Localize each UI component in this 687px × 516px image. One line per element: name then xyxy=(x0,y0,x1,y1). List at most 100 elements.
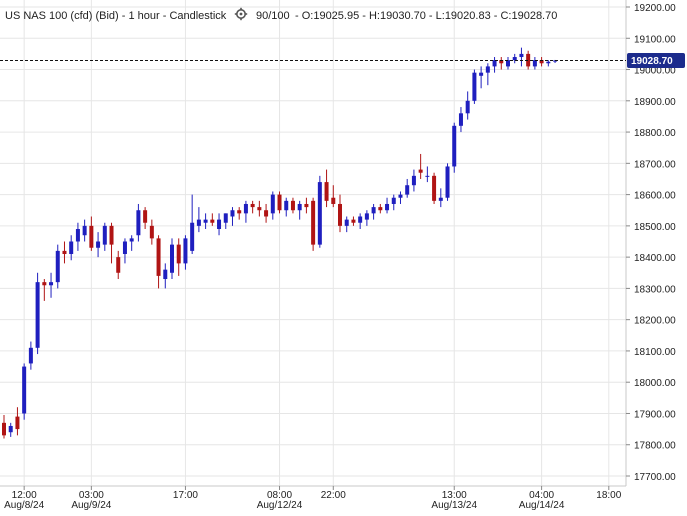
candle-body xyxy=(15,416,20,430)
candle-body xyxy=(331,197,336,204)
y-tick-label: 17800.00 xyxy=(634,441,676,452)
candle-body xyxy=(203,219,208,223)
candle-body xyxy=(62,250,67,255)
x-tick-date: Aug/9/24 xyxy=(71,500,111,511)
candle-body xyxy=(223,213,228,223)
candle-body xyxy=(458,113,463,126)
candle-body xyxy=(438,197,443,201)
candle-body xyxy=(116,257,121,273)
x-tick-date: Aug/12/24 xyxy=(257,500,303,511)
candle-body xyxy=(532,60,537,67)
y-tick-label: 18300.00 xyxy=(634,284,676,295)
x-tick-time: 12:00 xyxy=(12,490,37,501)
candle-body xyxy=(196,219,201,226)
x-tick-date: Aug/14/24 xyxy=(519,500,565,511)
candle-body xyxy=(190,222,195,251)
candle-body xyxy=(237,210,242,214)
candle-body xyxy=(75,228,80,242)
candle-body xyxy=(183,238,188,264)
candle-body xyxy=(311,200,316,245)
candle-body xyxy=(445,166,450,198)
y-axis: 17700.00 17800.00 17900.00 18000.00 18100.00… xyxy=(626,3,676,483)
candle-body xyxy=(35,282,40,348)
candle-body xyxy=(317,182,322,245)
candle-body xyxy=(102,225,107,245)
candle-body xyxy=(546,61,551,64)
candle-body xyxy=(351,219,356,223)
candle-body xyxy=(324,182,329,201)
candle-body xyxy=(129,238,134,242)
candle-body xyxy=(338,203,342,226)
candles xyxy=(2,47,558,439)
candle-body xyxy=(257,207,262,211)
candle-body xyxy=(499,60,504,64)
candle-body xyxy=(82,225,87,236)
candle-body xyxy=(364,213,369,220)
last-price-tag: 19028.70 xyxy=(627,53,685,69)
candle-body xyxy=(290,200,295,211)
candle-body xyxy=(405,185,410,195)
ohlc-readout: - O:19025.95 - H:19030.70 - L:19020.83 -… xyxy=(295,10,557,22)
y-tick-label: 18400.00 xyxy=(634,253,676,264)
y-tick-label: 18500.00 xyxy=(634,222,676,233)
y-tick-label: 19200.00 xyxy=(634,3,676,14)
candle-body xyxy=(176,244,181,264)
last-price-label: 19028.70 xyxy=(631,56,673,67)
candle-body xyxy=(89,225,94,248)
x-tick-time: 22:00 xyxy=(321,490,346,501)
candle-body xyxy=(96,241,101,248)
candle-body xyxy=(230,210,235,217)
candle-body xyxy=(156,238,161,276)
candle-body xyxy=(69,241,74,255)
x-tick-time: 08:00 xyxy=(267,490,292,501)
y-tick-label: 18800.00 xyxy=(634,128,676,139)
candle-body xyxy=(465,100,470,114)
candle-body xyxy=(284,200,289,211)
gear-icon[interactable] xyxy=(234,7,248,21)
candle-body xyxy=(42,282,47,286)
y-tick-label: 19100.00 xyxy=(634,34,676,45)
candle-body xyxy=(49,282,54,286)
candle-body xyxy=(217,219,222,229)
candle-body xyxy=(264,210,269,217)
instrument-title: US NAS 100 (cfd) (Bid) - 1 hour - Candle… xyxy=(5,10,227,22)
candle-body xyxy=(250,203,255,208)
candle-body xyxy=(55,250,60,283)
candle-body xyxy=(28,347,33,364)
y-tick-label: 18100.00 xyxy=(634,347,676,358)
candle-body xyxy=(539,60,544,64)
candle-body xyxy=(122,241,127,255)
x-tick-time: 18:00 xyxy=(596,490,621,501)
candle-body xyxy=(371,207,376,214)
data-count: 90/100 xyxy=(256,10,290,22)
candle-body xyxy=(136,210,141,236)
last-price-tag-bg xyxy=(627,53,685,69)
candle-body xyxy=(506,60,510,67)
candle-body xyxy=(243,203,248,214)
x-tick-time: 17:00 xyxy=(173,490,198,501)
candle-body xyxy=(385,203,390,211)
candle-body xyxy=(149,225,154,239)
candle-body xyxy=(109,225,114,245)
candle-body xyxy=(418,169,423,173)
y-tick-label: 18600.00 xyxy=(634,191,676,202)
candle-body xyxy=(358,216,363,223)
candle-body xyxy=(485,66,490,73)
y-tick-label: 17900.00 xyxy=(634,409,676,420)
x-tick-time: 13:00 xyxy=(442,490,467,501)
candle-body xyxy=(398,194,403,198)
candle-body xyxy=(452,125,457,167)
candle-body xyxy=(277,194,282,211)
candle-body xyxy=(512,57,517,61)
candle-body xyxy=(344,219,349,226)
candle-body xyxy=(2,422,6,436)
y-tick-label: 18700.00 xyxy=(634,159,676,170)
x-tick-date: Aug/8/24 xyxy=(4,500,44,511)
x-tick-time: 04:00 xyxy=(529,490,554,501)
candle-body xyxy=(210,219,215,223)
candle-body xyxy=(472,72,477,101)
candle-body xyxy=(378,207,383,211)
